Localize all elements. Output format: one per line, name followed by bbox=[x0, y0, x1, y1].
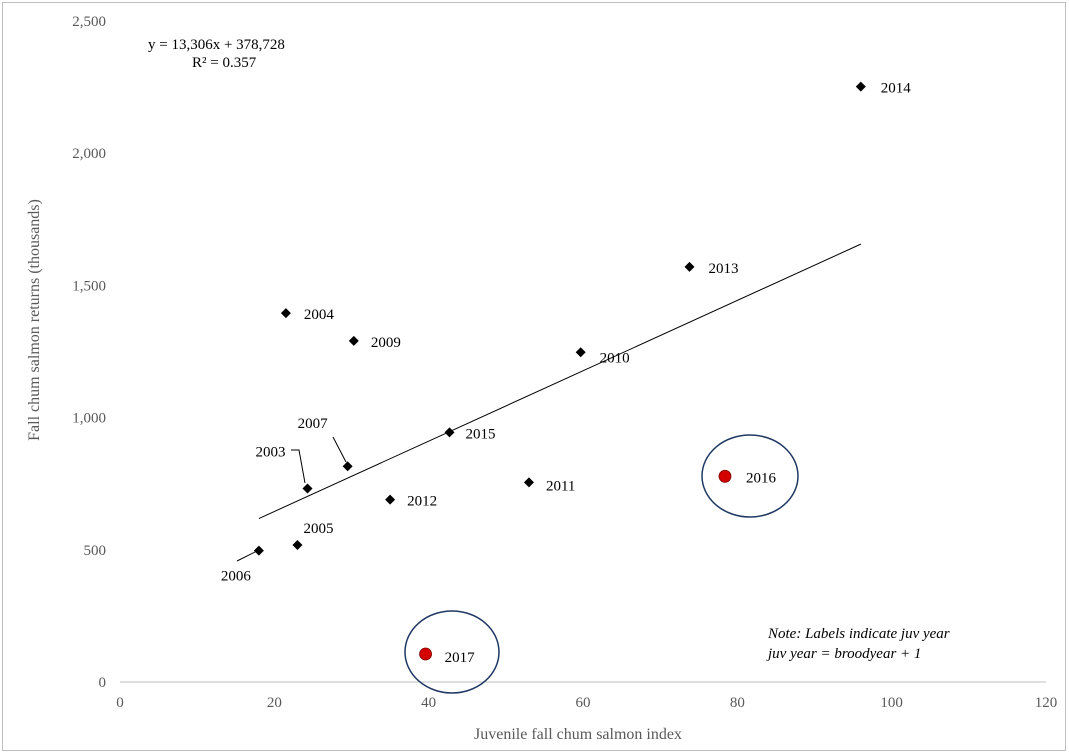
data-points bbox=[253, 81, 866, 661]
point-label-2016: 2016 bbox=[746, 470, 777, 486]
label-leader-lines bbox=[236, 436, 347, 562]
data-point-2016 bbox=[718, 469, 732, 483]
leader-2006 bbox=[236, 550, 258, 562]
point-label-2009: 2009 bbox=[371, 335, 401, 351]
x-tick-labels: 0 20 40 60 80 100 120 bbox=[116, 695, 1057, 711]
point-label-2007: 2007 bbox=[298, 416, 329, 432]
data-point-2013 bbox=[684, 261, 695, 272]
note-line-1: Note: Labels indicate juv year bbox=[767, 626, 950, 642]
point-label-2006: 2006 bbox=[221, 569, 252, 585]
data-point-2011 bbox=[523, 477, 534, 488]
data-point-2003 bbox=[302, 483, 313, 494]
y-tick-label: 0 bbox=[99, 675, 107, 691]
data-point-2015 bbox=[444, 427, 455, 438]
point-label-2017: 2017 bbox=[445, 650, 476, 666]
point-labels: 2003 2004 2005 2006 2007 2009 2010 2011 2012 2013… bbox=[221, 81, 911, 666]
point-label-2011: 2011 bbox=[546, 478, 575, 494]
data-point-2009 bbox=[348, 335, 359, 346]
highlight-circle-2017 bbox=[404, 610, 500, 694]
x-tick-label: 80 bbox=[730, 695, 745, 711]
x-tick-label: 20 bbox=[267, 695, 282, 711]
y-tick-label: 1,000 bbox=[72, 411, 106, 427]
data-point-2004 bbox=[280, 308, 291, 319]
y-axis-title: Fall chum salmon returns (thousands) bbox=[26, 199, 43, 441]
data-point-2010 bbox=[575, 347, 586, 358]
point-label-2012: 2012 bbox=[407, 494, 437, 510]
y-tick-labels: 0 500 1,000 1,500 2,000 2,500 bbox=[72, 14, 106, 691]
y-tick-label: 500 bbox=[84, 543, 107, 559]
x-tick-label: 40 bbox=[421, 695, 436, 711]
highlight-circles bbox=[404, 434, 799, 694]
y-tick-label: 2,000 bbox=[72, 146, 106, 162]
point-label-2014: 2014 bbox=[881, 81, 912, 97]
x-tick-label: 60 bbox=[576, 695, 591, 711]
highlight-circle-2016 bbox=[701, 434, 799, 518]
y-tick-label: 2,500 bbox=[72, 14, 106, 30]
y-tick-label: 1,500 bbox=[72, 278, 106, 294]
note-line-2: juv year = broodyear + 1 bbox=[766, 646, 921, 662]
data-point-2014 bbox=[855, 81, 866, 92]
point-label-2015: 2015 bbox=[466, 426, 496, 442]
trendline bbox=[258, 243, 862, 519]
x-tick-label: 120 bbox=[1035, 695, 1058, 711]
data-point-2006 bbox=[253, 545, 264, 556]
r-squared: R² = 0.357 bbox=[192, 55, 257, 71]
point-label-2010: 2010 bbox=[600, 350, 630, 366]
trend-equation: y = 13,306x + 378,728 bbox=[148, 37, 285, 53]
x-tick-label: 0 bbox=[116, 695, 124, 711]
data-point-2012 bbox=[385, 494, 396, 505]
x-tick-label: 100 bbox=[880, 695, 903, 711]
point-label-2004: 2004 bbox=[304, 307, 335, 323]
point-label-2003: 2003 bbox=[256, 444, 286, 460]
data-point-2007 bbox=[342, 461, 353, 472]
leader-2007 bbox=[332, 436, 347, 463]
leader-2003 bbox=[291, 449, 306, 484]
data-point-2005 bbox=[292, 540, 303, 551]
point-label-2013: 2013 bbox=[708, 261, 738, 277]
point-label-2005: 2005 bbox=[303, 521, 333, 537]
data-point-2017 bbox=[419, 647, 432, 661]
x-axis-title: Juvenile fall chum salmon index bbox=[474, 726, 682, 743]
